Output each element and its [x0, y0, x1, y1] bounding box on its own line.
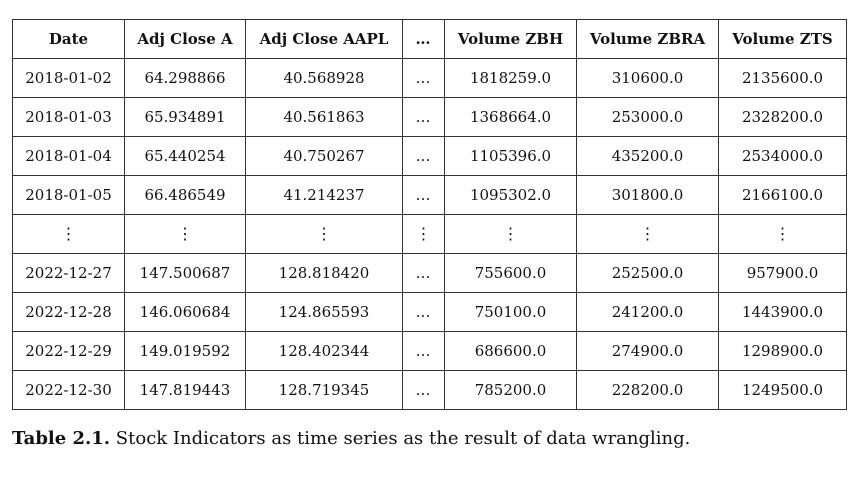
- header-ellipsis: …: [402, 19, 445, 59]
- cell-ellipsis: …: [402, 58, 445, 98]
- cell-volume-zbh: 686600.0: [444, 331, 577, 371]
- vdots-cell: ⋮: [444, 214, 577, 254]
- cell-volume-zbh: 755600.0: [444, 253, 577, 293]
- cell-adj-close-aapl: 40.750267: [245, 136, 403, 176]
- cell-date: 2022-12-29: [12, 331, 125, 371]
- cell-date: 2022-12-30: [12, 370, 125, 410]
- vdots-cell: ⋮: [124, 214, 246, 254]
- table-row: 2022-12-29 149.019592 128.402344 … 68660…: [12, 331, 847, 371]
- cell-volume-zts: 1249500.0: [718, 370, 847, 410]
- table-row: 2018-01-02 64.298866 40.568928 … 1818259…: [12, 58, 847, 98]
- cell-adj-close-aapl: 41.214237: [245, 175, 403, 215]
- cell-adj-close-a: 146.060684: [124, 292, 246, 332]
- cell-volume-zbh: 1095302.0: [444, 175, 577, 215]
- vdots-cell: ⋮: [576, 214, 719, 254]
- cell-adj-close-a: 65.440254: [124, 136, 246, 176]
- cell-volume-zbh: 750100.0: [444, 292, 577, 332]
- caption-label: Table 2.1.: [12, 428, 111, 449]
- cell-ellipsis: …: [402, 253, 445, 293]
- cell-volume-zts: 2166100.0: [718, 175, 847, 215]
- cell-date: 2018-01-05: [12, 175, 125, 215]
- cell-adj-close-a: 64.298866: [124, 58, 246, 98]
- table-row: 2018-01-04 65.440254 40.750267 … 1105396…: [12, 136, 847, 176]
- cell-volume-zbra: 274900.0: [576, 331, 719, 371]
- cell-volume-zts: 1443900.0: [718, 292, 847, 332]
- cell-volume-zbh: 1818259.0: [444, 58, 577, 98]
- cell-ellipsis: …: [402, 370, 445, 410]
- cell-ellipsis: …: [402, 331, 445, 371]
- cell-adj-close-a: 66.486549: [124, 175, 246, 215]
- cell-ellipsis: …: [402, 292, 445, 332]
- cell-adj-close-a: 147.500687: [124, 253, 246, 293]
- cell-volume-zts: 2135600.0: [718, 58, 847, 98]
- vdots-cell: ⋮: [718, 214, 847, 254]
- table-row: 2022-12-28 146.060684 124.865593 … 75010…: [12, 292, 847, 332]
- cell-adj-close-aapl: 128.719345: [245, 370, 403, 410]
- cell-adj-close-a: 149.019592: [124, 331, 246, 371]
- table-row: 2018-01-03 65.934891 40.561863 … 1368664…: [12, 97, 847, 137]
- caption-text: Stock Indicators as time series as the r…: [115, 428, 691, 449]
- cell-volume-zts: 2328200.0: [718, 97, 847, 137]
- cell-date: 2022-12-27: [12, 253, 125, 293]
- cell-volume-zts: 957900.0: [718, 253, 847, 293]
- table-row-vertical-ellipsis: ⋮ ⋮ ⋮ ⋮ ⋮ ⋮ ⋮: [12, 214, 847, 254]
- cell-volume-zbh: 1368664.0: [444, 97, 577, 137]
- table-row: 2022-12-30 147.819443 128.719345 … 78520…: [12, 370, 847, 410]
- cell-volume-zbra: 228200.0: [576, 370, 719, 410]
- table-caption: Table 2.1. Stock Indicators as time seri…: [12, 428, 690, 449]
- cell-volume-zbh: 1105396.0: [444, 136, 577, 176]
- cell-adj-close-aapl: 40.561863: [245, 97, 403, 137]
- cell-adj-close-aapl: 128.818420: [245, 253, 403, 293]
- vdots-cell: ⋮: [12, 214, 125, 254]
- cell-volume-zbra: 435200.0: [576, 136, 719, 176]
- cell-volume-zbra: 310600.0: [576, 58, 719, 98]
- cell-ellipsis: …: [402, 175, 445, 215]
- cell-ellipsis: …: [402, 136, 445, 176]
- header-volume-zbra: Volume ZBRA: [576, 19, 719, 59]
- vdots-cell: ⋮: [245, 214, 403, 254]
- cell-adj-close-aapl: 124.865593: [245, 292, 403, 332]
- header-adj-close-a: Adj Close A: [124, 19, 246, 59]
- cell-date: 2018-01-03: [12, 97, 125, 137]
- cell-adj-close-a: 147.819443: [124, 370, 246, 410]
- header-date: Date: [12, 19, 125, 59]
- cell-volume-zbra: 301800.0: [576, 175, 719, 215]
- cell-date: 2018-01-04: [12, 136, 125, 176]
- cell-volume-zbra: 253000.0: [576, 97, 719, 137]
- cell-adj-close-aapl: 128.402344: [245, 331, 403, 371]
- cell-volume-zts: 2534000.0: [718, 136, 847, 176]
- cell-date: 2018-01-02: [12, 58, 125, 98]
- header-adj-close-aapl: Adj Close AAPL: [245, 19, 403, 59]
- cell-volume-zbh: 785200.0: [444, 370, 577, 410]
- table-row: 2022-12-27 147.500687 128.818420 … 75560…: [12, 253, 847, 293]
- cell-ellipsis: …: [402, 97, 445, 137]
- cell-date: 2022-12-28: [12, 292, 125, 332]
- cell-volume-zbra: 252500.0: [576, 253, 719, 293]
- cell-volume-zts: 1298900.0: [718, 331, 847, 371]
- cell-volume-zbra: 241200.0: [576, 292, 719, 332]
- vdots-cell: ⋮: [402, 214, 445, 254]
- header-row: Date Adj Close A Adj Close AAPL … Volume…: [12, 19, 847, 59]
- stock-table-container: Date Adj Close A Adj Close AAPL … Volume…: [12, 19, 847, 410]
- stock-indicators-table: Date Adj Close A Adj Close AAPL … Volume…: [12, 19, 847, 410]
- table-row: 2018-01-05 66.486549 41.214237 … 1095302…: [12, 175, 847, 215]
- cell-adj-close-a: 65.934891: [124, 97, 246, 137]
- header-volume-zbh: Volume ZBH: [444, 19, 577, 59]
- header-volume-zts: Volume ZTS: [718, 19, 847, 59]
- cell-adj-close-aapl: 40.568928: [245, 58, 403, 98]
